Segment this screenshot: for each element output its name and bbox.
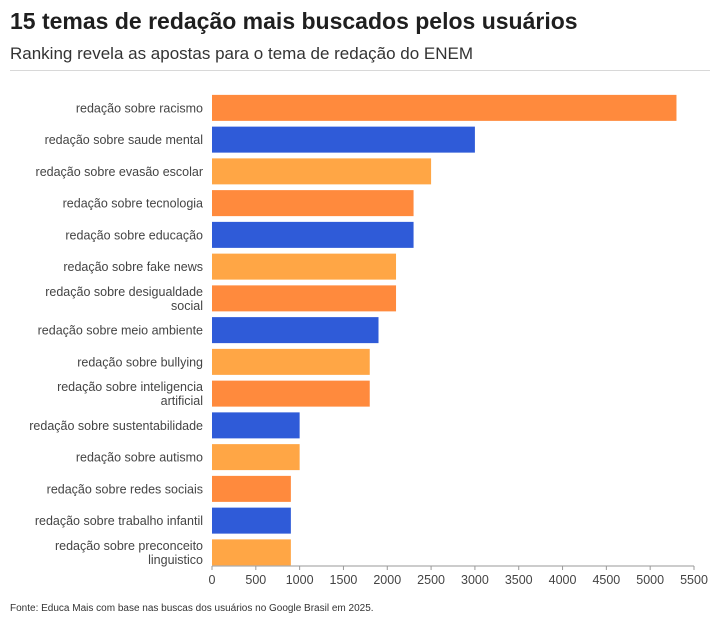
category-label-line: redação sobre preconceito bbox=[55, 539, 203, 553]
category-label-line: redação sobre trabalho infantil bbox=[35, 514, 203, 528]
category-label-13: redação sobre redes sociais bbox=[47, 482, 203, 496]
header-divider bbox=[10, 70, 710, 71]
category-label-11: redação sobre sustentabilidade bbox=[29, 419, 203, 433]
x-tick-label: 0 bbox=[209, 573, 216, 587]
category-label-line: redação sobre educação bbox=[65, 228, 203, 242]
x-tick-label: 2000 bbox=[373, 573, 401, 587]
bar-4 bbox=[212, 190, 414, 217]
x-axis-ticks: 0 500 1000 1500 2000 2500 3000 3500 4000 4500 5000… bbox=[209, 566, 708, 587]
category-label-7: redação sobre desigualdade social bbox=[45, 285, 203, 313]
category-label-line: artificial bbox=[161, 394, 203, 408]
category-label-line: redação sobre evasão escolar bbox=[36, 165, 203, 179]
bar-12 bbox=[212, 444, 300, 471]
category-label-10: redação sobre inteligencia artificial bbox=[57, 380, 203, 408]
category-label-15: redação sobre preconceito linguistico bbox=[55, 539, 203, 567]
category-label-5: redação sobre educação bbox=[65, 228, 203, 242]
bar-3 bbox=[212, 158, 432, 185]
chart-title: 15 temas de redação mais buscados pelos … bbox=[10, 8, 578, 34]
x-tick-label: 500 bbox=[245, 573, 266, 587]
category-label-2: redação sobre saude mental bbox=[45, 133, 203, 147]
x-tick-label: 2500 bbox=[417, 573, 445, 587]
x-tick-label: 3000 bbox=[461, 573, 489, 587]
bar-10 bbox=[212, 380, 370, 407]
category-label-line: linguistico bbox=[148, 553, 203, 567]
bar-2 bbox=[212, 126, 475, 153]
x-tick-label: 5000 bbox=[636, 573, 664, 587]
bars-group bbox=[212, 94, 677, 566]
category-label-line: social bbox=[171, 299, 203, 313]
bar-1 bbox=[212, 94, 677, 121]
x-tick-label: 1500 bbox=[330, 573, 358, 587]
bar-15 bbox=[212, 539, 291, 566]
category-label-3: redação sobre evasão escolar bbox=[36, 165, 203, 179]
category-label-line: redação sobre saude mental bbox=[45, 133, 203, 147]
x-tick-label: 4500 bbox=[592, 573, 620, 587]
bar-5 bbox=[212, 221, 414, 248]
category-label-line: redação sobre inteligencia bbox=[57, 380, 203, 394]
x-tick-label: 3500 bbox=[505, 573, 533, 587]
category-label-line: redação sobre sustentabilidade bbox=[29, 419, 203, 433]
x-tick-label: 1000 bbox=[286, 573, 314, 587]
source-note: Fonte: Educa Mais com base nas buscas do… bbox=[10, 603, 374, 614]
category-labels: redação sobre racismo redação sobre saude… bbox=[29, 101, 203, 567]
bar-8 bbox=[212, 317, 379, 344]
category-label-line: redação sobre fake news bbox=[63, 260, 203, 274]
bar-14 bbox=[212, 507, 291, 534]
category-label-14: redação sobre trabalho infantil bbox=[35, 514, 203, 528]
category-label-line: redação sobre desigualdade bbox=[45, 285, 203, 299]
bar-9 bbox=[212, 348, 370, 375]
category-label-9: redação sobre bullying bbox=[77, 355, 203, 369]
category-label-line: redação sobre racismo bbox=[76, 101, 203, 115]
x-tick-label: 4000 bbox=[549, 573, 577, 587]
category-label-4: redação sobre tecnologia bbox=[63, 197, 203, 211]
bar-7 bbox=[212, 285, 397, 312]
category-label-1: redação sobre racismo bbox=[76, 101, 203, 115]
category-label-8: redação sobre meio ambiente bbox=[38, 324, 203, 338]
bar-11 bbox=[212, 412, 300, 439]
bar-6 bbox=[212, 253, 397, 280]
category-label-line: redação sobre autismo bbox=[76, 451, 203, 465]
x-tick-label: 5500 bbox=[680, 573, 708, 587]
category-label-6: redação sobre fake news bbox=[63, 260, 203, 274]
chart-subtitle: Ranking revela as apostas para o tema de… bbox=[10, 44, 474, 63]
bar-13 bbox=[212, 475, 291, 502]
category-label-line: redação sobre redes sociais bbox=[47, 482, 203, 496]
category-label-line: redação sobre meio ambiente bbox=[38, 324, 203, 338]
category-label-line: redação sobre tecnologia bbox=[63, 197, 203, 211]
bar-chart: redação sobre racismo redação sobre saude… bbox=[29, 94, 708, 587]
category-label-line: redação sobre bullying bbox=[77, 355, 203, 369]
category-label-12: redação sobre autismo bbox=[76, 451, 203, 465]
